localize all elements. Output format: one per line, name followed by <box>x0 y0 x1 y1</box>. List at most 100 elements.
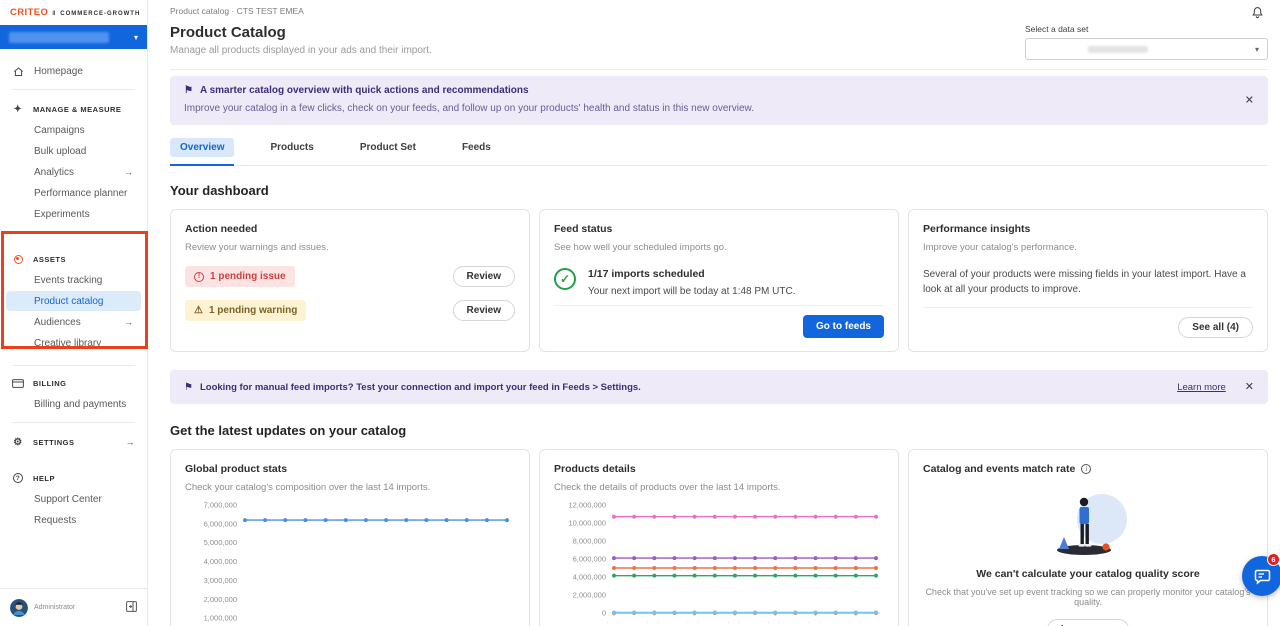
sidebar-item-creative-library[interactable]: Creative library <box>34 337 102 349</box>
breadcrumb: Product catalog · CTS TEST EMEA <box>170 6 304 16</box>
updates-heading: Get the latest updates on your catalog <box>170 423 407 438</box>
svg-text:0: 0 <box>602 609 606 618</box>
sidebar-nav: Homepage ✦ MANAGE & MEASURE Campaigns Bu… <box>0 49 147 588</box>
svg-text:5/17/25: 5/17/25 <box>601 621 626 623</box>
sidebar-footer: Administrator <box>0 588 147 626</box>
diamond-icon: ✦ <box>13 103 23 115</box>
chart-title: Global product stats <box>185 463 288 475</box>
svg-text:6,000,000: 6,000,000 <box>204 519 237 528</box>
svg-text:4,000,000: 4,000,000 <box>573 573 606 582</box>
sidebar-item-requests[interactable]: Requests <box>34 514 77 526</box>
card-description: See how well your scheduled imports go. <box>554 242 727 253</box>
svg-text:5,000,000: 5,000,000 <box>204 538 237 547</box>
dataset-label: Select a data set <box>1025 24 1089 34</box>
imports-scheduled-text: 1/17 imports scheduled <box>588 268 705 280</box>
card-title: Action needed <box>185 223 258 235</box>
account-name-redacted <box>9 31 109 43</box>
catalog-tabs: Overview Products Product Set Feeds <box>170 138 1268 166</box>
collapse-panel-icon[interactable] <box>126 600 137 615</box>
card-description: Review your warnings and issues. <box>185 242 329 253</box>
sidebar-item-bulk-upload[interactable]: Bulk upload <box>34 145 87 157</box>
learn-more-link[interactable]: Learn more <box>1177 381 1226 393</box>
sidebar-item-campaigns[interactable]: Campaigns <box>34 124 85 136</box>
tab-overview[interactable]: Overview <box>170 138 235 166</box>
empty-state-description: Check that you've set up event tracking … <box>925 587 1251 607</box>
card-title: Feed status <box>554 223 613 235</box>
chat-widget-button[interactable]: 6 <box>1242 553 1280 596</box>
svg-text:12,000,000: 12,000,000 <box>568 501 606 510</box>
user-role-label: Administrator <box>34 604 76 611</box>
card-description: Improve your catalog's performance. <box>923 242 1077 253</box>
page-header: Product Catalog Manage all products disp… <box>170 24 1268 60</box>
svg-text:5/27/25: 5/27/25 <box>803 621 828 623</box>
match-rate-card: Catalog and events match rate i We can't… <box>908 449 1268 626</box>
global-product-stats-card: Global product stats Check your catalog'… <box>170 449 530 626</box>
learn-more-button[interactable]: Learn more <box>1046 619 1130 626</box>
sidebar-item-homepage[interactable]: Homepage <box>6 61 141 81</box>
pending-issue-badge: ! 1 pending issue <box>185 266 295 287</box>
card-title: Performance insights <box>923 223 1031 235</box>
sidebar-item-support-center[interactable]: Support Center <box>34 493 102 505</box>
gear-icon: ⚙ <box>13 436 23 448</box>
sidebar-item-experiments[interactable]: Experiments <box>34 208 90 220</box>
review-issue-button[interactable]: Review <box>452 266 515 287</box>
sidebar-item-label: Homepage <box>34 65 83 77</box>
home-icon <box>12 66 24 77</box>
divider <box>12 89 135 90</box>
page-title: Product Catalog <box>170 24 286 41</box>
promo-banner: ⚑ A smarter catalog overview with quick … <box>170 76 1268 125</box>
sidebar-item-events-tracking[interactable]: Events tracking <box>34 274 103 286</box>
user-avatar[interactable] <box>10 598 28 617</box>
card-title: Catalog and events match rate <box>923 463 1076 475</box>
divider <box>12 365 135 366</box>
chevron-down-icon: ▾ <box>133 32 138 42</box>
chart-title: Products details <box>554 463 636 475</box>
feeds-banner-text: Looking for manual feed imports? Test yo… <box>199 381 641 393</box>
divider <box>12 422 135 423</box>
next-import-text: Your next import will be today at 1:48 P… <box>588 286 796 297</box>
feed-status-card: Feed status See how well your scheduled … <box>539 209 899 352</box>
svg-text:5/21/25: 5/21/25 <box>682 621 707 623</box>
svg-text:7,000,000: 7,000,000 <box>204 501 237 510</box>
chart-subtitle: Check the details of products over the l… <box>554 482 781 493</box>
chevron-down-icon: ▾ <box>1254 44 1259 54</box>
dataset-value-redacted <box>1087 45 1148 53</box>
close-icon[interactable]: ✕ <box>1244 94 1254 106</box>
close-icon[interactable]: ✕ <box>1244 380 1254 393</box>
see-all-button[interactable]: See all (4) <box>1178 317 1253 338</box>
divider <box>170 69 1268 70</box>
products-details-card: Products details Check the details of pr… <box>539 449 899 626</box>
tab-feeds[interactable]: Feeds <box>461 142 491 153</box>
sidebar-section-settings[interactable]: ⚙ SETTINGS → <box>13 436 135 448</box>
sidebar-item-product-catalog[interactable]: Product catalog <box>6 291 141 311</box>
sidebar-section-assets: ASSETS <box>0 250 147 268</box>
notifications-bell-icon[interactable] <box>1251 6 1264 22</box>
chart-subtitle: Check your catalog's composition over th… <box>185 482 431 493</box>
target-icon <box>12 254 24 264</box>
credit-card-icon <box>12 378 24 388</box>
svg-text:3,000,000: 3,000,000 <box>204 576 237 585</box>
products-details-chart: 12,000,000 10,000,000 8,000,000 6,000,000 4,… <box>568 501 880 623</box>
tab-product-set[interactable]: Product Set <box>359 142 416 153</box>
svg-text:6,000,000: 6,000,000 <box>573 555 606 564</box>
sidebar: CRITEO ‖ COMMERCE-GROWTH ▾ Homepage ✦ MA… <box>0 0 148 626</box>
info-icon[interactable]: i <box>1081 464 1092 474</box>
review-warning-button[interactable]: Review <box>452 300 515 321</box>
chat-bubble-icon <box>1254 569 1270 585</box>
empty-state-title: We can't calculate your catalog quality … <box>976 568 1200 580</box>
sidebar-item-performance-planner[interactable]: Performance planner <box>34 187 128 199</box>
dataset-select[interactable]: ▾ <box>1025 38 1268 60</box>
go-to-feeds-button[interactable]: Go to feeds <box>802 315 884 338</box>
sidebar-item-audiences[interactable]: Audiences → <box>34 316 133 328</box>
tab-products[interactable]: Products <box>270 142 314 153</box>
sidebar-item-analytics[interactable]: Analytics → <box>34 166 133 178</box>
check-circle-icon: ✓ <box>554 268 576 290</box>
page-subtitle: Manage all products displayed in your ad… <box>170 45 432 56</box>
insight-text: Several of your products were missing fi… <box>923 269 1246 295</box>
sidebar-section-help: ? HELP <box>0 469 147 487</box>
account-selector[interactable]: ▾ <box>0 25 147 49</box>
arrow-right-icon: → <box>124 317 133 327</box>
svg-text:5/19/25: 5/19/25 <box>642 621 667 623</box>
flag-icon: ⚑ <box>184 85 193 96</box>
sidebar-item-billing-payments[interactable]: Billing and payments <box>34 398 127 410</box>
